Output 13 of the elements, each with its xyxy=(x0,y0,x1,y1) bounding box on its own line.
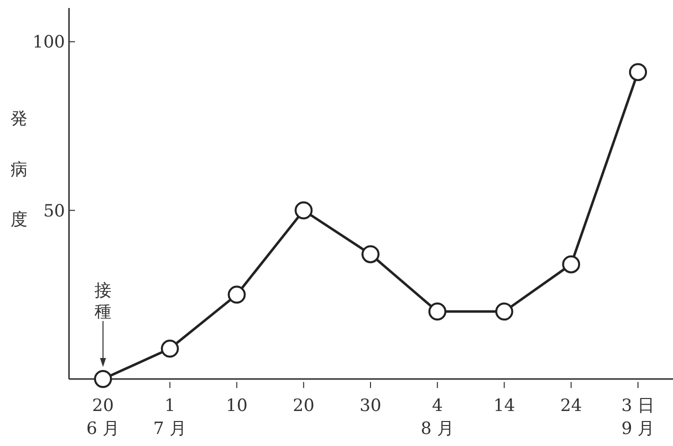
ylabel: 発病度 xyxy=(9,96,29,246)
x-tick-label: 30 xyxy=(360,396,382,416)
x-tick-label: 1 7 月 xyxy=(153,396,186,439)
x-tick-label: 14 xyxy=(493,396,516,416)
annotation: 接種 xyxy=(94,281,112,322)
y-tick-label: 50 xyxy=(43,201,65,222)
x-tick-label: 4 8 月 xyxy=(420,396,454,439)
x-tick-label: 24 xyxy=(560,396,582,416)
y-tick-label: 100 xyxy=(32,32,65,53)
x-tick-label: 20 xyxy=(292,396,314,416)
x-tick-label: 20 6 月 xyxy=(86,396,120,439)
x-tick-label: 10 xyxy=(226,396,248,416)
x-tick-label: 3 日 9 月 xyxy=(621,396,655,439)
